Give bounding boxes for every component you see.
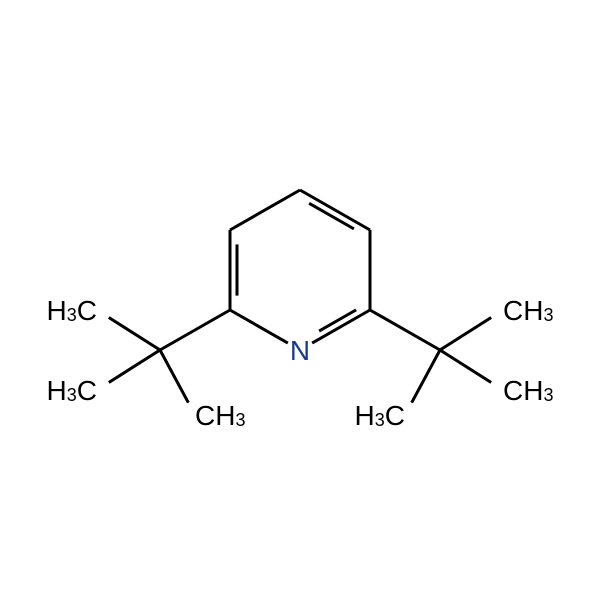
bond	[109, 350, 160, 382]
atom-label-L3: CH3	[195, 400, 245, 431]
atom-label-L2: H3C	[47, 375, 97, 406]
atom-label-N1: N	[290, 335, 310, 366]
bond	[230, 310, 288, 343]
bond	[370, 310, 440, 350]
bond	[109, 318, 160, 350]
atom-label-R1: CH3	[503, 295, 553, 326]
molecule-canvas: N CH3 CH3 H3C H3C H3C CH3	[0, 0, 600, 600]
bond	[160, 350, 188, 403]
bond	[412, 350, 440, 403]
atom-label-R2: CH3	[503, 375, 553, 406]
bond	[440, 318, 491, 350]
atom-label-L1: H3C	[47, 295, 97, 326]
atom-label-R3: H3C	[355, 400, 405, 431]
bond	[440, 350, 491, 382]
bond	[160, 310, 230, 350]
bond	[230, 190, 300, 230]
bond	[312, 310, 370, 343]
bond	[300, 190, 370, 230]
